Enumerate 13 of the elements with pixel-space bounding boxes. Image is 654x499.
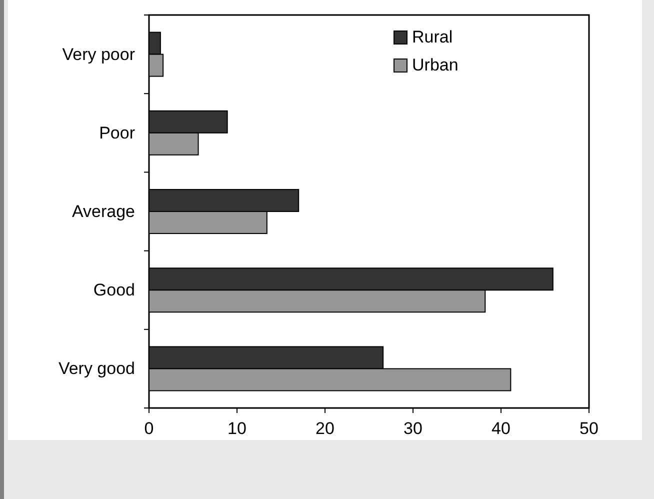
y-tick-label: Good xyxy=(93,280,135,300)
x-tick-label: 10 xyxy=(228,419,246,438)
legend-label: Urban xyxy=(412,56,458,74)
y-tick-label: Poor xyxy=(99,123,136,142)
y-tick-label: Very good xyxy=(58,359,135,378)
x-tick-label: 50 xyxy=(580,419,598,438)
x-tick-label: 40 xyxy=(492,419,510,438)
y-tick-label: Very poor xyxy=(62,44,136,64)
x-tick-label: 0 xyxy=(144,419,154,438)
x-tick-label: 30 xyxy=(404,419,422,438)
x-tick-label: 20 xyxy=(316,419,334,438)
y-tick-label: Average xyxy=(72,202,135,221)
legend-label: Rural xyxy=(412,28,453,46)
